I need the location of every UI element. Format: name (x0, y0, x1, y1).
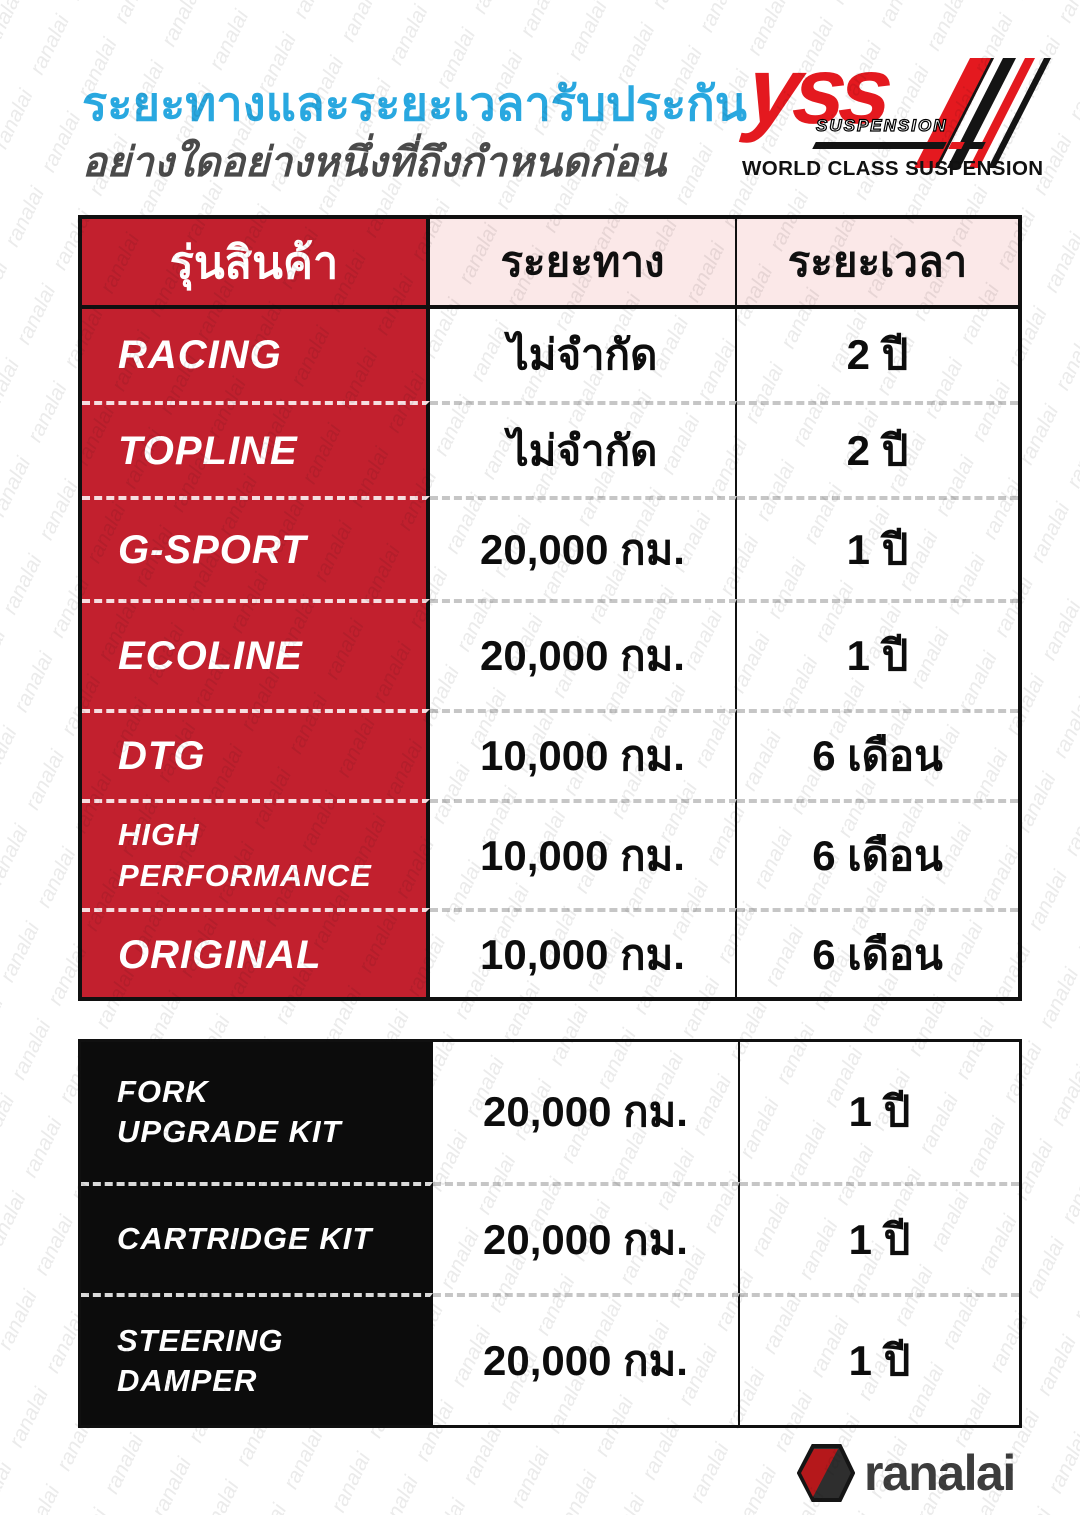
distance-cell: 20,000 กม. (430, 599, 737, 709)
model-cell: FORK UPGRADE KIT (81, 1042, 433, 1182)
distance-cell: 10,000 กม. (430, 908, 737, 997)
yss-logo: yss SUSPENSION WORLD CLASS SUSPENSION (742, 38, 1052, 182)
bar-black-icon (812, 142, 947, 149)
model-cell: DTG (82, 709, 430, 799)
distance-cell: 20,000 กม. (433, 1182, 740, 1293)
model-cell: STEERING DAMPER (81, 1293, 433, 1425)
yss-slashes-icon (913, 58, 1052, 168)
warranty-row: DTG 10,000 กม. 6 เดือน (82, 709, 1018, 799)
page-subtitle: อย่างใดอย่างหนึ่งที่ถึงกำหนดก่อน (82, 139, 666, 185)
model-cell: HIGH PERFORMANCE (82, 799, 430, 908)
period-cell: 2 ปี (737, 401, 1018, 496)
distance-cell: 10,000 กม. (430, 799, 737, 908)
ranalai-logo-text: ranalai (864, 1445, 1016, 1501)
ranalai-logo: ranalai (797, 1441, 1016, 1505)
accessory-table: FORK UPGRADE KIT 20,000 กม. 1 ปี CARTRID… (78, 1039, 1022, 1428)
model-cell: ORIGINAL (82, 908, 430, 997)
yss-underline-icon (812, 142, 986, 149)
period-cell: 6 เดือน (737, 908, 1018, 997)
accessory-row: FORK UPGRADE KIT 20,000 กม. 1 ปี (81, 1042, 1019, 1182)
warranty-row: G-SPORT 20,000 กม. 1 ปี (82, 496, 1018, 599)
period-cell: 1 ปี (737, 496, 1018, 599)
warranty-row: ECOLINE 20,000 กม. 1 ปี (82, 599, 1018, 709)
warranty-row: TOPLINE ไม่จำกัด 2 ปี (82, 401, 1018, 496)
model-cell: G-SPORT (82, 496, 430, 599)
warranty-table-header: รุ่นสินค้า ระยะทาง ระยะเวลา (82, 219, 1018, 309)
yss-tagline: WORLD CLASS SUSPENSION (742, 157, 1044, 180)
distance-cell: 20,000 กม. (430, 496, 737, 599)
distance-cell: 20,000 กม. (433, 1293, 740, 1425)
period-cell: 1 ปี (737, 599, 1018, 709)
yss-suspension-label: SUSPENSION (815, 115, 948, 135)
period-cell: 6 เดือน (737, 799, 1018, 908)
warranty-row: RACING ไม่จำกัด 2 ปี (82, 309, 1018, 401)
distance-cell: 20,000 กม. (433, 1042, 740, 1182)
period-cell: 6 เดือน (737, 709, 1018, 799)
period-cell: 1 ปี (848, 1088, 911, 1135)
accessory-row: STEERING DAMPER 20,000 กม. 1 ปี (81, 1293, 1019, 1425)
model-cell: TOPLINE (82, 401, 430, 496)
model-cell: ECOLINE (82, 599, 430, 709)
bar-red-icon (948, 142, 965, 149)
warranty-row: HIGH PERFORMANCE 10,000 กม. 6 เดือน (82, 799, 1018, 908)
column-header-model: รุ่นสินค้า (82, 219, 430, 305)
warranty-table: รุ่นสินค้า ระยะทาง ระยะเวลา RACING ไม่จำ… (78, 215, 1022, 1001)
model-cell: RACING (82, 309, 430, 401)
ranalai-hexagon-icon (797, 1444, 855, 1502)
period-cell: 1 ปี (740, 1293, 1019, 1425)
distance-cell: ไม่จำกัด (430, 309, 737, 401)
period-cell: 1 ปี (740, 1182, 1019, 1293)
model-cell: CARTRIDGE KIT (81, 1182, 433, 1293)
distance-cell: 10,000 กม. (430, 709, 737, 799)
distance-cell: ไม่จำกัด (430, 401, 737, 496)
accessory-row: CARTRIDGE KIT 20,000 กม. 1 ปี (81, 1182, 1019, 1293)
warranty-row: ORIGINAL 10,000 กม. 6 เดือน (82, 908, 1018, 997)
column-header-period: ระยะเวลา (737, 219, 1018, 305)
column-header-distance: ระยะทาง (430, 219, 737, 305)
period-cell: 2 ปี (846, 331, 909, 378)
page-title: ระยะทางและระยะเวลารับประกัน (82, 77, 747, 130)
